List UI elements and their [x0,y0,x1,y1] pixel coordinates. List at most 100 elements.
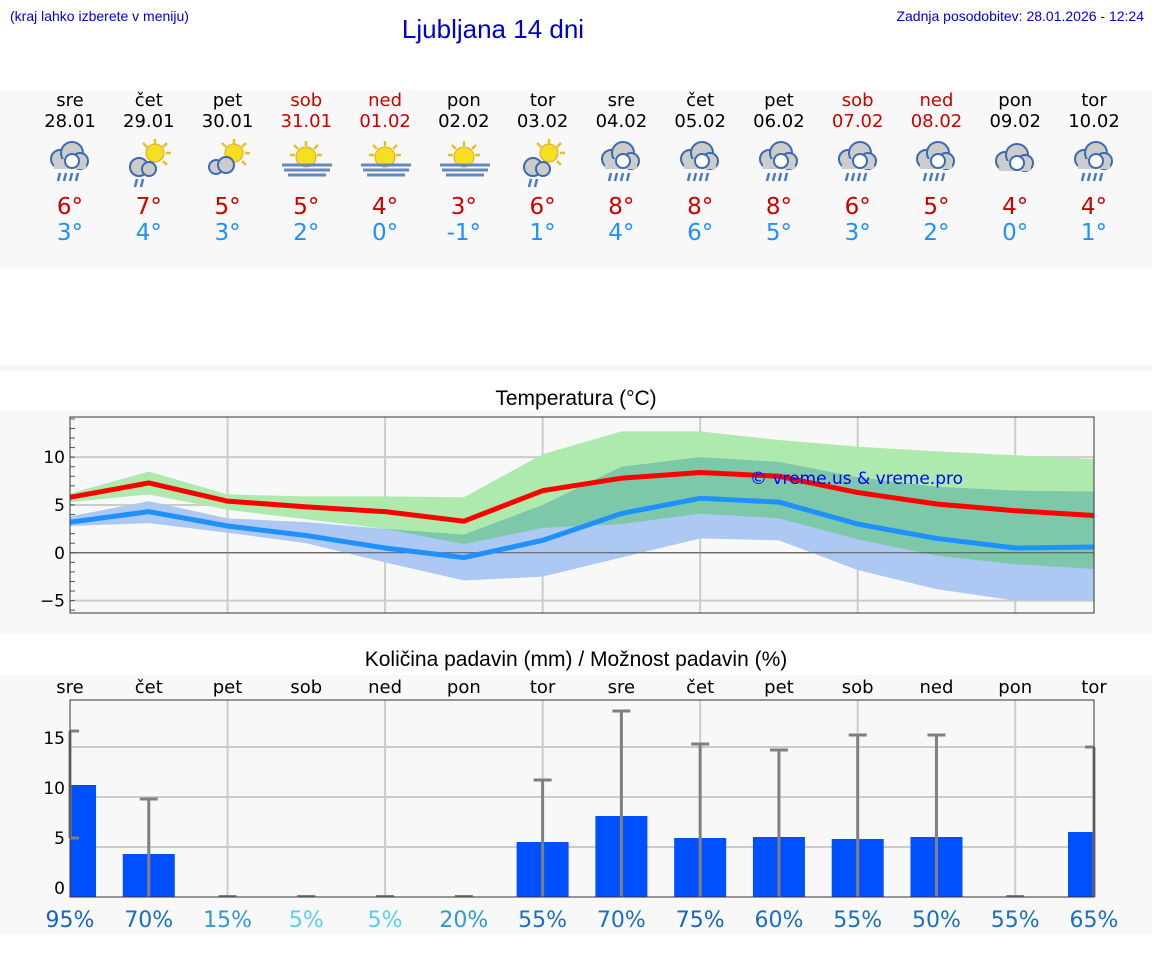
precipitation-bar [1068,832,1094,897]
day-label: sob [290,677,322,698]
max-temperature: 8° [608,194,635,220]
day-date: 07.02 [831,111,884,132]
min-temperature: 1° [1080,220,1108,246]
y-tick-label: −5 [40,592,65,612]
divider [0,365,1152,370]
max-temperature: 6° [844,194,871,220]
forecast-day: pon 09.02 4° 0° [976,90,1054,246]
plot-frame [69,699,1095,898]
min-temperature: 2° [293,220,320,246]
day-label: pon [998,677,1032,698]
forecast-day: pet 30.01 5° 3° [189,90,267,246]
precipitation-probability: 55% [518,908,567,933]
last-updated: Zadnja posodobitev: 28.01.2026 - 12:24 [896,8,1144,24]
forecast-day: čet 29.01 7° 4° [110,90,188,246]
min-temperature: 0° [372,220,399,246]
forecast-day: čet 05.02 8° 6° [661,90,739,246]
sun-cloud-rain-icon [522,139,565,188]
day-date: 10.02 [1068,111,1120,132]
y-tick-label: 5 [54,829,65,849]
day-date: 02.02 [438,111,490,132]
sun-cloud-rain-icon [128,139,171,188]
forecast-day: sob 07.02 6° 3° [819,90,897,246]
sun-fog-icon [361,141,412,177]
max-temperature: 5° [923,194,950,220]
temperature-chart: −5 0 5 10 © vreme.us & vreme.pro [40,416,1095,614]
day-label: pet [764,677,794,698]
day-label: čet [686,677,714,698]
day-date: 08.02 [910,111,963,132]
min-temperature: 6° [687,220,714,246]
forecast-day: pon 02.02 3° -1° [425,90,503,246]
max-temperature: 4° [1080,194,1108,220]
watermark: © vreme.us & vreme.pro [750,469,963,489]
max-temperature: 7° [135,194,162,220]
rain-icon [758,141,798,182]
temperature-chart-title: Temperatura (°C) [495,387,657,410]
precipitation-panel: sre čet pet sob ned pon tor sre čet pet sob ned pon t… [0,675,1152,935]
precipitation-probability: 70% [597,908,646,933]
max-temperature: 5° [214,194,241,220]
day-label: čet [135,677,163,698]
min-temperature: 3° [214,220,241,246]
precipitation-probability: 50% [912,908,961,933]
day-name: sre [56,90,84,111]
max-temperature: 4° [372,194,399,220]
precipitation-probability: 65% [1070,908,1119,933]
day-label: tor [1081,677,1107,698]
day-name: čet [686,90,715,111]
precipitation-chart-title: Količina padavin (mm) / Možnost padavin … [364,648,788,671]
day-date: 03.02 [516,111,569,132]
day-label: pon [447,677,481,698]
max-temperature: 8° [765,194,792,220]
y-tick-label: 5 [54,496,65,516]
min-temperature: 3° [56,220,84,246]
location-hint: (kraj lahko izberete v meniju) [10,8,189,24]
forecast-strip: sre 28.01 6° 3° čet 29.01 7° 4° pet 30.01 … [0,90,1152,268]
day-label: pet [213,677,243,698]
day-name: pon [446,90,481,111]
precipitation-chart: sre čet pet sob ned pon tor sre čet pet sob ned pon t… [43,677,1119,933]
day-date: 04.02 [595,111,648,132]
forecast-day: sre 04.02 8° 4° [582,90,660,246]
precipitation-bar [70,785,96,897]
min-temperature: 1° [529,220,556,246]
day-label: tor [530,677,556,698]
rain-icon [50,141,89,182]
day-date: 06.02 [753,111,805,132]
forecast-day: tor 10.02 4° 1° [1055,90,1133,246]
max-temperature: 8° [687,194,714,220]
day-name: tor [1081,90,1107,111]
day-name: sob [290,90,323,111]
day-date: 31.01 [280,111,333,132]
day-date: 09.02 [989,111,1041,132]
rain-icon [1074,141,1113,182]
day-name: sre [607,90,636,111]
day-label: sre [56,677,83,698]
day-name: ned [919,90,954,111]
precipitation-probability: 95% [46,908,95,933]
y-tick-label: 0 [54,879,65,899]
min-temperature: 4° [608,220,635,246]
precipitation-probability: 70% [124,908,173,933]
max-temperature-line [69,469,1095,524]
forecast-day: sre 28.01 6° 3° [31,90,109,246]
page-title: Ljubljana 14 dni [401,14,585,44]
precipitation-probability: 55% [991,908,1040,933]
max-temperature: 4° [1002,194,1029,220]
day-label: ned [920,677,954,698]
day-name: tor [529,90,556,111]
y-tick-label: 10 [43,448,65,468]
min-temperature: 0° [1002,220,1029,246]
day-name: ned [368,90,403,111]
forecast-day: pet 06.02 8° 5° [740,90,818,246]
day-name: sob [841,90,874,111]
min-temperature: 2° [923,220,950,246]
rain-icon [680,141,720,182]
forecast-day: tor 03.02 6° 1° [504,90,582,246]
rain-icon [916,141,956,182]
y-tick-label: 10 [43,779,65,799]
day-date: 01.02 [359,111,411,132]
precipitation-probability: 75% [676,908,725,933]
day-date: 05.02 [674,111,726,132]
